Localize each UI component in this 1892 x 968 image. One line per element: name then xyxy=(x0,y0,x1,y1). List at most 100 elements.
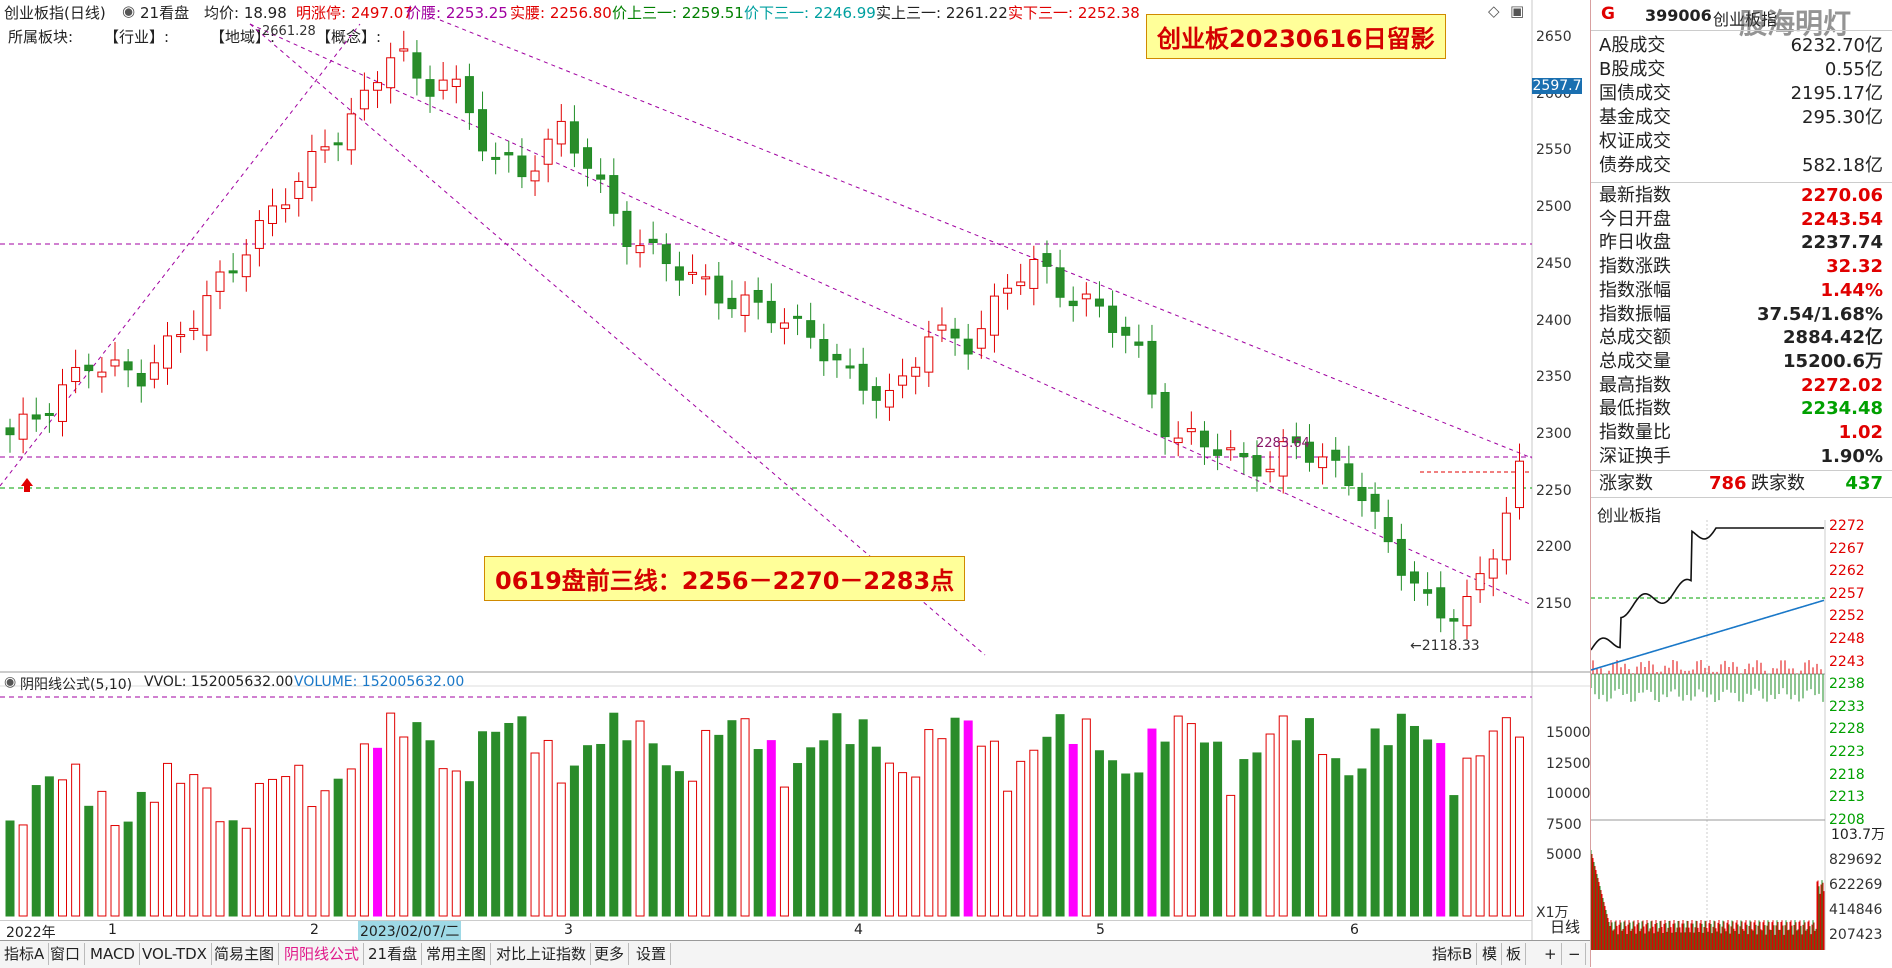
turnover-label: 债券成交 xyxy=(1599,155,1671,176)
volume-bar xyxy=(215,821,225,917)
price-waist: 价腰: 2253.25 xyxy=(406,4,508,22)
volume-bar xyxy=(583,745,593,917)
sector-label: 所属板块: xyxy=(8,28,74,46)
tab-vol-tdx[interactable]: VOL-TDX xyxy=(138,943,212,965)
candle-body xyxy=(688,271,698,275)
candle-body xyxy=(478,109,488,152)
turnover-value: 6232.70亿 xyxy=(1790,35,1883,56)
candle-body xyxy=(176,334,186,338)
candle-body xyxy=(596,174,606,180)
tab-common-main[interactable]: 常用主图 xyxy=(422,943,492,965)
candle-body xyxy=(1252,455,1262,477)
intraday-chart[interactable] xyxy=(1591,520,1892,960)
tab-indicator-a[interactable]: 指标A xyxy=(0,943,50,965)
tab-settings[interactable]: 设置 xyxy=(632,943,672,965)
candle-body xyxy=(1409,571,1419,584)
turnover-row: 债券成交 582.18亿 xyxy=(1599,154,1889,178)
volume-bar xyxy=(1213,741,1223,917)
candle-body xyxy=(753,289,763,303)
tab-window[interactable]: 窗口 xyxy=(46,943,86,965)
candle-body xyxy=(845,365,855,369)
uptrend-line xyxy=(0,23,361,487)
volume-bar xyxy=(753,749,763,917)
volume-bar xyxy=(123,821,133,917)
chart-area[interactable]: 创业板指(日线) ◉ 21看盘 均价: 18.98 明涨停: 2497.07 价… xyxy=(0,0,1591,968)
stat-row: 指数量比 1.02 xyxy=(1599,421,1889,445)
volume-bar xyxy=(989,740,999,917)
candle-body xyxy=(1462,596,1472,627)
volume-bar xyxy=(1081,718,1091,917)
tab-simple-main[interactable]: 简易主图 xyxy=(210,943,280,965)
volume-bar xyxy=(556,782,566,917)
volume-bar xyxy=(976,745,986,917)
candle-body xyxy=(1488,558,1498,579)
candle-body xyxy=(491,156,501,160)
volume-bar xyxy=(858,719,868,917)
region-label[interactable]: 【地域】: xyxy=(210,28,276,46)
turnover-row: B股成交 0.55亿 xyxy=(1599,58,1889,82)
volume-bar xyxy=(1094,750,1104,917)
zoom-out-button[interactable]: − xyxy=(1564,943,1586,965)
volume-indicator-name: 阴阳线公式(5,10) xyxy=(20,677,133,693)
candle-body xyxy=(1186,428,1196,433)
candle-body xyxy=(989,295,999,336)
volume-bar xyxy=(898,772,908,917)
tab-yinyang-formula[interactable]: 阴阳线公式 xyxy=(280,943,365,965)
tab-board[interactable]: 板 xyxy=(1502,943,1527,965)
candle-body xyxy=(386,57,396,89)
volume-bar xyxy=(1252,752,1262,917)
candle-body xyxy=(714,275,724,304)
stat-value: 1.90% xyxy=(1820,445,1883,467)
price-tick: 2400 xyxy=(1536,312,1572,329)
concept-label[interactable]: 【概念】: xyxy=(316,28,382,46)
turnover-value: 582.18亿 xyxy=(1802,155,1883,176)
volume-bar xyxy=(950,717,960,917)
volume-bar xyxy=(543,739,553,917)
tab-more[interactable]: 更多 xyxy=(590,943,630,965)
tab-macd[interactable]: MACD xyxy=(86,943,140,965)
volume-tick: 5000 xyxy=(1546,847,1582,864)
candle-body xyxy=(766,300,776,324)
volume-bar xyxy=(1436,743,1446,917)
stat-row: 今日开盘 2243.54 xyxy=(1599,208,1889,232)
indicator-tab-bar: 指标A 窗口 MACD VOL-TDX 简易主图 阴阳线公式 21看盘 常用主图… xyxy=(0,918,1590,968)
zoom-in-button[interactable]: + xyxy=(1540,943,1562,965)
industry-label[interactable]: 【行业】: xyxy=(104,28,170,46)
diamond-icon[interactable]: ◇ xyxy=(1488,2,1500,20)
turnover-value: 295.30亿 xyxy=(1802,107,1883,128)
mini-price-tick: 2223 xyxy=(1829,744,1865,760)
decliners-count: 437 xyxy=(1845,473,1883,494)
volume-bar xyxy=(1488,730,1498,917)
code-badge: G xyxy=(1601,4,1615,24)
tab-template[interactable]: 模 xyxy=(1478,943,1503,965)
volume-bar xyxy=(1029,749,1039,917)
candle-body xyxy=(1475,573,1485,591)
volume-value: VOLUME: 152005632.00 xyxy=(294,674,465,690)
volume-bar xyxy=(1304,718,1314,917)
candle-body xyxy=(898,375,908,386)
volume-collapse-icon[interactable]: ◉ xyxy=(4,674,17,690)
volume-bar xyxy=(806,747,816,917)
candle-body xyxy=(884,389,894,408)
candle-body xyxy=(254,220,264,249)
volume-bar xyxy=(307,806,317,917)
candle-body xyxy=(123,361,133,371)
daily-period-label[interactable]: 日线 xyxy=(1550,918,1581,936)
downtrend-line-3 xyxy=(439,19,1533,459)
decliners-label: 跌家数 xyxy=(1751,473,1805,494)
collapse-icon[interactable]: ◉ xyxy=(122,2,136,20)
volume-bar xyxy=(530,752,540,917)
volume-bar xyxy=(1370,728,1380,917)
turnover-label: 权证成交 xyxy=(1599,131,1671,152)
volume-bar xyxy=(110,825,120,917)
candle-body xyxy=(543,138,553,165)
tab-indicator-b[interactable]: 指标B xyxy=(1428,943,1478,965)
volume-bar xyxy=(622,740,632,917)
tab-21-watch[interactable]: 21看盘 xyxy=(364,943,423,965)
candle-body xyxy=(1029,259,1039,289)
candlestick-chart[interactable] xyxy=(0,0,1590,940)
candle-body xyxy=(871,386,881,401)
price-tick: 2200 xyxy=(1536,539,1572,556)
tab-compare-sh[interactable]: 对比上证指数 xyxy=(492,943,592,965)
square-icon[interactable]: ▣ xyxy=(1510,2,1525,20)
